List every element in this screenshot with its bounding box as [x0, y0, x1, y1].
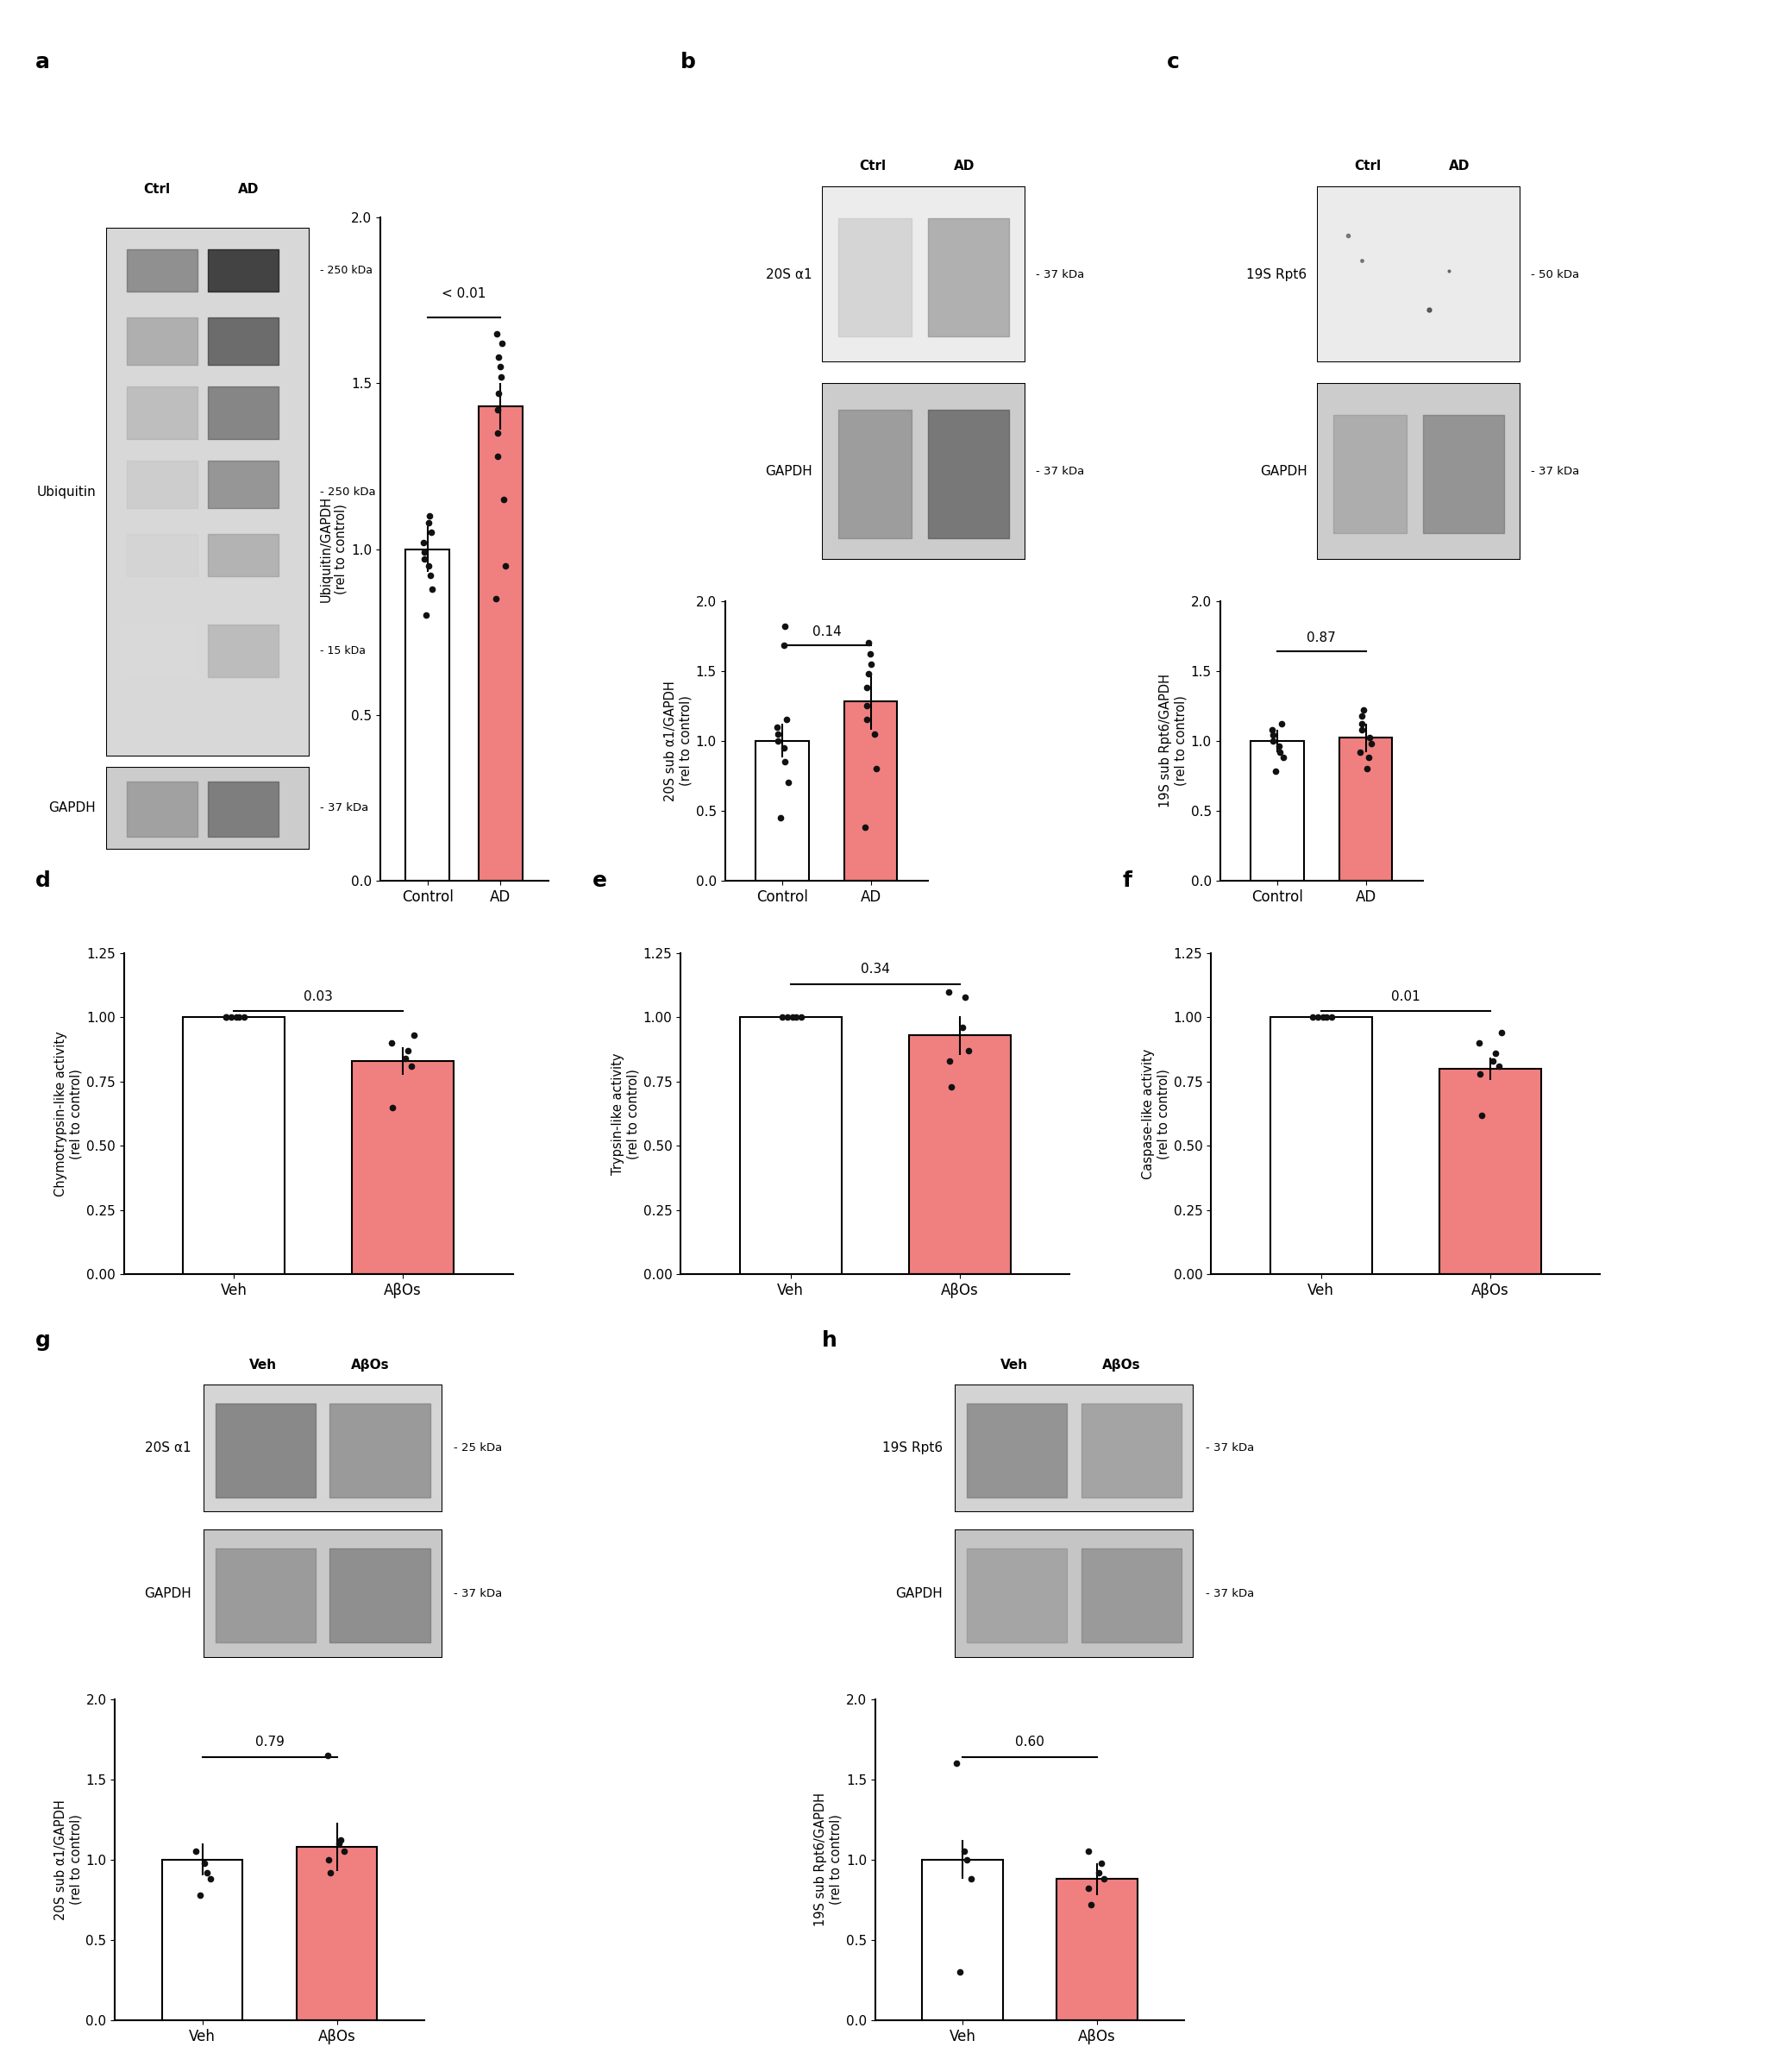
Text: 20S α1: 20S α1 [766, 267, 812, 282]
Bar [352, 1061, 454, 1274]
FancyBboxPatch shape [106, 228, 309, 756]
Text: - 37 kDa: - 37 kDa [454, 1587, 502, 1600]
Text: 0.34: 0.34 [861, 963, 889, 976]
Text: 0.01: 0.01 [1391, 990, 1420, 1003]
Bar [182, 1017, 285, 1274]
Y-axis label: 19S sub Rpt6/GAPDH
(rel to control): 19S sub Rpt6/GAPDH (rel to control) [815, 1792, 842, 1927]
Bar [1340, 738, 1393, 881]
Text: d: d [35, 870, 51, 891]
Text: - 37 kDa: - 37 kDa [1036, 269, 1084, 280]
FancyBboxPatch shape [106, 767, 309, 850]
Text: e: e [592, 870, 606, 891]
Text: - 50 kDa: - 50 kDa [1531, 269, 1579, 280]
Bar [1269, 1017, 1372, 1274]
Text: AD: AD [239, 182, 258, 197]
Bar [923, 1861, 1002, 2020]
FancyBboxPatch shape [955, 1384, 1193, 1513]
Text: - 37 kDa: - 37 kDa [1206, 1442, 1254, 1455]
Text: 0.87: 0.87 [1307, 632, 1337, 644]
Text: AD: AD [955, 160, 974, 172]
Text: Ctrl: Ctrl [1354, 160, 1381, 172]
Text: - 37 kDa: - 37 kDa [320, 802, 368, 814]
Y-axis label: Caspase-like activity
(rel to control): Caspase-like activity (rel to control) [1142, 1048, 1170, 1179]
Y-axis label: 19S sub Rpt6/GAPDH
(rel to control): 19S sub Rpt6/GAPDH (rel to control) [1160, 673, 1186, 808]
FancyBboxPatch shape [1317, 383, 1520, 559]
Text: Ubiquitin: Ubiquitin [37, 485, 95, 499]
Text: AβOs: AβOs [1103, 1359, 1140, 1372]
FancyBboxPatch shape [955, 1529, 1193, 1658]
FancyBboxPatch shape [822, 186, 1025, 363]
Bar [1252, 742, 1305, 881]
Text: - 25 kDa: - 25 kDa [454, 1442, 502, 1455]
Bar [1057, 1879, 1137, 2020]
Text: Veh: Veh [249, 1359, 278, 1372]
Text: < 0.01: < 0.01 [442, 288, 486, 300]
Text: - 37 kDa: - 37 kDa [1531, 466, 1579, 477]
FancyBboxPatch shape [822, 383, 1025, 559]
Text: GAPDH: GAPDH [896, 1587, 942, 1600]
Text: f: f [1123, 870, 1132, 891]
Text: 0.14: 0.14 [812, 626, 842, 638]
Bar [297, 1846, 377, 2020]
FancyBboxPatch shape [203, 1384, 442, 1513]
Bar [1439, 1069, 1542, 1274]
Y-axis label: Ubiquitin/GAPDH
(rel to control): Ubiquitin/GAPDH (rel to control) [320, 495, 347, 603]
Y-axis label: Chymotrypsin-like activity
(rel to control): Chymotrypsin-like activity (rel to contr… [55, 1032, 83, 1196]
Text: 0.03: 0.03 [304, 990, 332, 1003]
Bar [909, 1036, 1011, 1274]
Y-axis label: Trypsin-like activity
(rel to control): Trypsin-like activity (rel to control) [612, 1053, 640, 1175]
Text: b: b [681, 52, 697, 73]
Text: 19S Rpt6: 19S Rpt6 [1246, 267, 1307, 282]
Text: 0.79: 0.79 [255, 1736, 285, 1749]
Text: GAPDH: GAPDH [50, 802, 95, 814]
Text: h: h [822, 1330, 838, 1351]
Bar [405, 549, 449, 881]
Text: 19S Rpt6: 19S Rpt6 [882, 1442, 942, 1455]
Text: Veh: Veh [1001, 1359, 1029, 1372]
Text: - 37 kDa: - 37 kDa [1036, 466, 1084, 477]
Text: - 250 kDa: - 250 kDa [320, 265, 373, 276]
Text: c: c [1167, 52, 1179, 73]
Text: g: g [35, 1330, 51, 1351]
Text: - 37 kDa: - 37 kDa [1206, 1587, 1254, 1600]
Text: GAPDH: GAPDH [766, 464, 812, 479]
FancyBboxPatch shape [203, 1529, 442, 1658]
Text: - 250 kDa: - 250 kDa [320, 487, 375, 497]
Bar [739, 1017, 842, 1274]
Bar [757, 742, 810, 881]
Text: AD: AD [1450, 160, 1469, 172]
Bar [479, 406, 523, 881]
Bar [845, 702, 896, 881]
FancyBboxPatch shape [1317, 186, 1520, 363]
Text: 0.60: 0.60 [1015, 1736, 1045, 1749]
Text: Ctrl: Ctrl [859, 160, 886, 172]
Text: a: a [35, 52, 50, 73]
Text: GAPDH: GAPDH [1261, 464, 1307, 479]
Y-axis label: 20S sub α1/GAPDH
(rel to control): 20S sub α1/GAPDH (rel to control) [55, 1798, 81, 1921]
Text: - 15 kDa: - 15 kDa [320, 644, 366, 657]
Y-axis label: 20S sub α1/GAPDH
(rel to control): 20S sub α1/GAPDH (rel to control) [665, 680, 691, 802]
Text: GAPDH: GAPDH [145, 1587, 191, 1600]
Bar [163, 1861, 242, 2020]
Text: AβOs: AβOs [352, 1359, 389, 1372]
Text: Ctrl: Ctrl [143, 182, 170, 197]
Text: 20S α1: 20S α1 [145, 1442, 191, 1455]
